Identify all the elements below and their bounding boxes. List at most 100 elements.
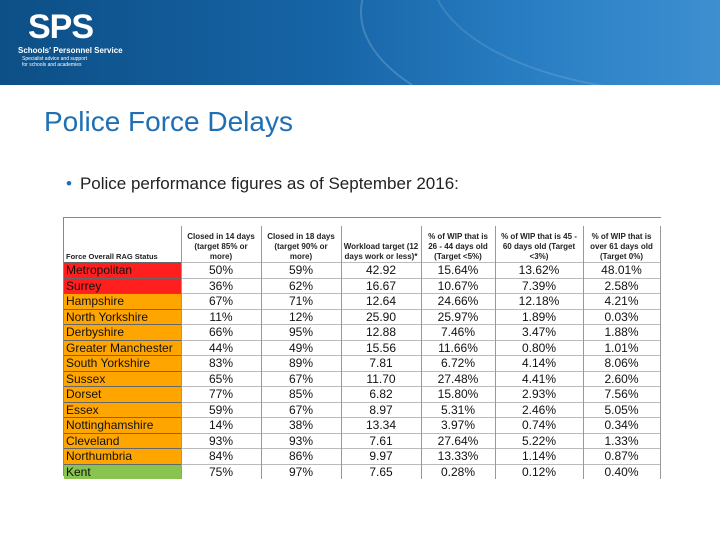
table-cell: 67% bbox=[181, 293, 262, 309]
table-cell: 13.33% bbox=[421, 448, 496, 464]
force-name-cell: Derbyshire bbox=[64, 324, 182, 340]
table-cell: 7.65 bbox=[341, 463, 422, 479]
logo-tagline: Specialist advice and support bbox=[22, 56, 88, 62]
table-cell: 4.41% bbox=[495, 370, 584, 387]
table-cell: 13.62% bbox=[495, 262, 584, 278]
table-cell: 15.56 bbox=[341, 339, 422, 356]
table-row: Nottinghamshire 14% 38% 13.34 3.97% 0.74% 0.34… bbox=[64, 417, 661, 433]
table-row: Kent 75% 97% 7.65 0.28% 0.12% 0.40% bbox=[64, 463, 661, 479]
table-body: Metropolitan 50% 59% 42.92 15.64% 13.62% 48.01… bbox=[64, 262, 661, 479]
logo-mark: SPS bbox=[28, 8, 94, 46]
table-cell: 5.31% bbox=[421, 401, 496, 418]
bullet-point: • Police performance figures as of Septem… bbox=[66, 174, 459, 194]
table-cell: 89% bbox=[261, 355, 342, 371]
table-cell: 0.40% bbox=[583, 463, 661, 479]
bullet-text: Police performance figures as of Septemb… bbox=[79, 174, 459, 193]
sps-logo: SPS Schools' Personnel Service Specialis… bbox=[18, 10, 123, 68]
slide-title: Police Force Delays bbox=[44, 106, 293, 137]
table-cell: 14% bbox=[181, 417, 262, 433]
table-row: Northumbria 84% 86% 9.97 13.33% 1.14% 0.87% bbox=[64, 448, 661, 464]
table-cell: 1.14% bbox=[495, 448, 584, 464]
table-cell: 0.34% bbox=[583, 417, 661, 433]
table-cell: 0.03% bbox=[583, 308, 661, 325]
force-name-cell: Cleveland bbox=[64, 432, 182, 449]
table-row: Hampshire 67% 71% 12.64 24.66% 12.18% 4.21% bbox=[64, 293, 661, 309]
force-name-cell: Northumbria bbox=[64, 448, 182, 464]
table-cell: 11.66% bbox=[421, 339, 496, 356]
table-cell: 2.58% bbox=[583, 277, 661, 294]
force-name-cell: Essex bbox=[64, 401, 182, 418]
table-cell: 86% bbox=[261, 448, 342, 464]
table-row: Metropolitan 50% 59% 42.92 15.64% 13.62% 48.01… bbox=[64, 262, 661, 278]
table-row: Sussex 65% 67% 11.70 27.48% 4.41% 2.60% bbox=[64, 370, 661, 387]
table-cell: 25.97% bbox=[421, 308, 496, 325]
force-name-cell: Hampshire bbox=[64, 293, 182, 309]
table-row: Greater Manchester 44% 49% 15.56 11.66% 0.80%… bbox=[64, 339, 661, 356]
table-cell: 9.97 bbox=[341, 448, 422, 464]
force-name-cell: North Yorkshire bbox=[64, 308, 182, 325]
table-cell: 85% bbox=[261, 386, 342, 402]
table-cell: 42.92 bbox=[341, 262, 422, 278]
table-cell: 16.67 bbox=[341, 277, 422, 294]
table-cell: 3.47% bbox=[495, 324, 584, 340]
table-cell: 65% bbox=[181, 370, 262, 387]
force-name-cell: Kent bbox=[64, 463, 182, 479]
table-cell: 62% bbox=[261, 277, 342, 294]
table-cell: 0.87% bbox=[583, 448, 661, 464]
logo-name: Schools' Personnel Service bbox=[18, 46, 123, 55]
table-header: % of WIP that is 45 - 60 days old (Targe… bbox=[495, 226, 584, 263]
table-header: Force Overall RAG Status bbox=[64, 226, 182, 263]
table-cell: 95% bbox=[261, 324, 342, 340]
table-cell: 4.21% bbox=[583, 293, 661, 309]
table-cell: 2.60% bbox=[583, 370, 661, 387]
table-row: Derbyshire 66% 95% 12.88 7.46% 3.47% 1.88% bbox=[64, 324, 661, 340]
table-cell: 1.89% bbox=[495, 308, 584, 325]
table-header: % of WIP that is over 61 days old (Targe… bbox=[583, 226, 661, 263]
table-cell: 5.22% bbox=[495, 432, 584, 449]
table-header: % of WIP that is 26 - 44 days old (Targe… bbox=[421, 226, 496, 263]
force-name-cell: Nottinghamshire bbox=[64, 417, 182, 433]
table-row: Surrey 36% 62% 16.67 10.67% 7.39% 2.58% bbox=[64, 277, 661, 294]
table-cell: 4.14% bbox=[495, 355, 584, 371]
table-cell: 49% bbox=[261, 339, 342, 356]
table-row: Cleveland 93% 93% 7.61 27.64% 5.22% 1.33% bbox=[64, 432, 661, 449]
table-cell: 67% bbox=[261, 401, 342, 418]
table-cell: 84% bbox=[181, 448, 262, 464]
table-cell: 6.72% bbox=[421, 355, 496, 371]
table-cell: 0.12% bbox=[495, 463, 584, 479]
table-row: Essex 59% 67% 8.97 5.31% 2.46% 5.05% bbox=[64, 401, 661, 418]
table-cell: 83% bbox=[181, 355, 262, 371]
table-cell: 0.28% bbox=[421, 463, 496, 479]
force-name-cell: Sussex bbox=[64, 370, 182, 387]
table-cell: 38% bbox=[261, 417, 342, 433]
table-cell: 1.33% bbox=[583, 432, 661, 449]
police-force-table: Force Overall RAG Status Closed in 14 da… bbox=[64, 226, 661, 479]
force-name-cell: Metropolitan bbox=[64, 262, 182, 278]
table-cell: 1.88% bbox=[583, 324, 661, 340]
table-cell: 12% bbox=[261, 308, 342, 325]
table-cell: 71% bbox=[261, 293, 342, 309]
table-cell: 67% bbox=[261, 370, 342, 387]
table-cell: 27.48% bbox=[421, 370, 496, 387]
table-cell: 8.06% bbox=[583, 355, 661, 371]
table-cell: 77% bbox=[181, 386, 262, 402]
logo-tagline: for schools and academies bbox=[22, 62, 82, 68]
table-cell: 7.39% bbox=[495, 277, 584, 294]
table-cell: 15.64% bbox=[421, 262, 496, 278]
table-cell: 97% bbox=[261, 463, 342, 479]
table-cell: 0.80% bbox=[495, 339, 584, 356]
force-name-cell: Greater Manchester bbox=[64, 339, 182, 356]
table-header: Closed in 14 days (target 85% or more) bbox=[181, 226, 262, 263]
table-cell: 7.56% bbox=[583, 386, 661, 402]
table-cell: 59% bbox=[181, 401, 262, 418]
table-cell: 24.66% bbox=[421, 293, 496, 309]
table-cell: 11% bbox=[181, 308, 262, 325]
table-cell: 6.82 bbox=[341, 386, 422, 402]
force-name-cell: South Yorkshire bbox=[64, 355, 182, 371]
table-cell: 5.05% bbox=[583, 401, 661, 418]
table-cell: 3.97% bbox=[421, 417, 496, 433]
table-cell: 36% bbox=[181, 277, 262, 294]
table-cell: 1.01% bbox=[583, 339, 661, 356]
table-row: North Yorkshire 11% 12% 25.90 25.97% 1.89% 0.0… bbox=[64, 308, 661, 325]
table-cell: 12.88 bbox=[341, 324, 422, 340]
